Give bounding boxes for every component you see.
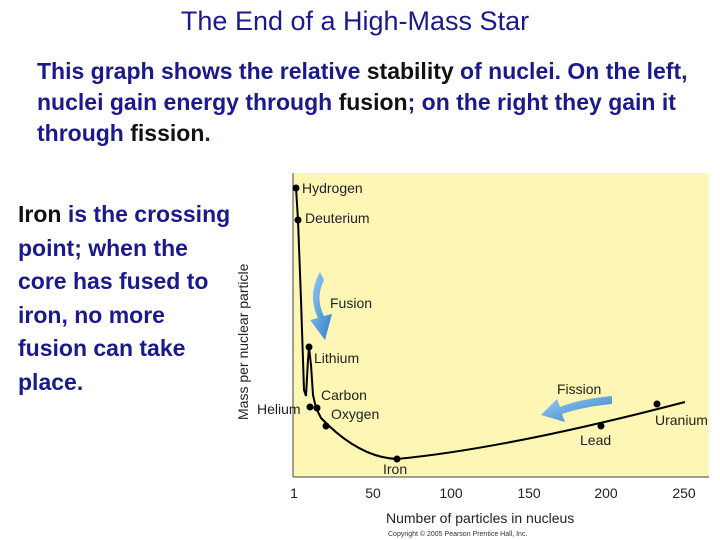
point-lithium (305, 343, 313, 351)
point-oxygen (322, 422, 330, 430)
point-deuterium (294, 216, 302, 224)
fusion-arrow (310, 272, 332, 340)
plot-background (293, 173, 709, 477)
label-uranium: Uranium (655, 412, 708, 428)
point-carbon (313, 404, 321, 412)
label-lead: Lead (580, 432, 611, 448)
x-tick: 1 (290, 485, 298, 501)
label-oxygen: Oxygen (331, 406, 379, 422)
label-carbon: Carbon (321, 387, 367, 403)
fission-arrow (541, 396, 612, 422)
x-tick: 100 (439, 485, 463, 501)
point-iron (393, 455, 401, 463)
iron-note: Iron is the crossing point; when the cor… (18, 201, 231, 395)
label-lithium: Lithium (314, 350, 359, 366)
copyright-note: Copyright © 2005 Pearson Prentice Hall, … (388, 530, 527, 538)
x-tick: 250 (672, 485, 696, 501)
slide-title: The End of a High-Mass Star (180, 6, 530, 36)
y-axis-title: Mass per nuclear particle (235, 263, 251, 420)
x-tick: 50 (365, 485, 381, 501)
point-helium (306, 403, 314, 411)
intro-text: This graph shows the relative stability … (37, 58, 688, 146)
point-hydrogen (292, 184, 300, 192)
point-lead (597, 422, 605, 430)
x-axis-title: Number of particles in nucleus (386, 510, 574, 526)
label-hydrogen: Hydrogen (302, 180, 363, 196)
point-uranium (653, 400, 661, 408)
label-helium: Helium (257, 401, 301, 417)
x-tick: 200 (594, 485, 618, 501)
label-iron: Iron (383, 461, 407, 477)
label-deuterium: Deuterium (305, 210, 370, 226)
fusion-label: Fusion (330, 295, 372, 311)
x-tick: 150 (517, 485, 541, 501)
fission-label: Fission (557, 381, 601, 397)
